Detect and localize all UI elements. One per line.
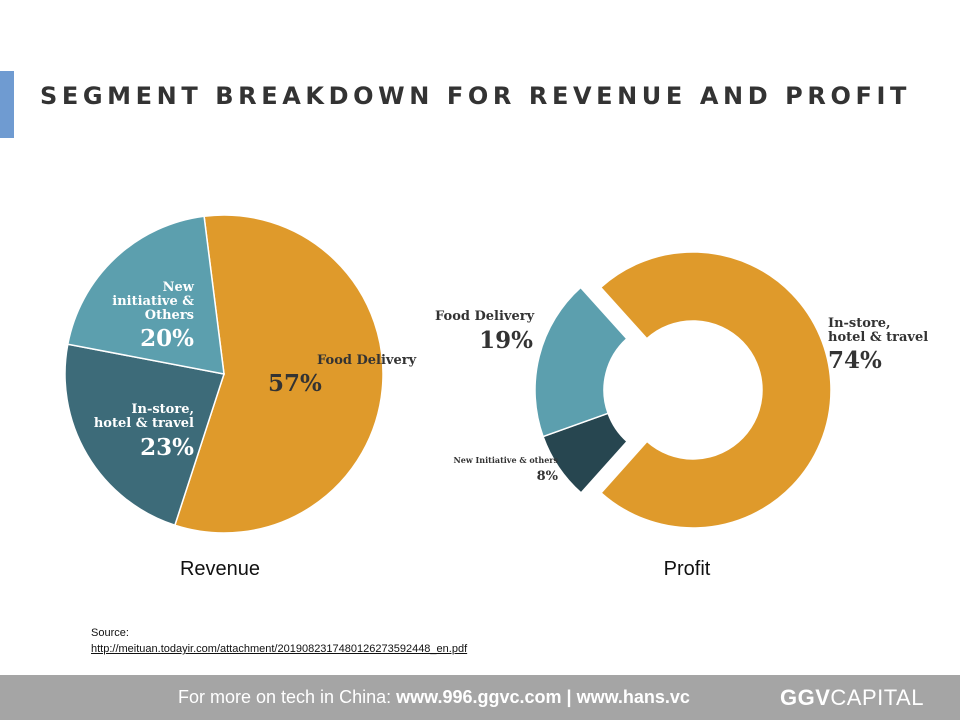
revenue-in-store-value: 23% <box>140 434 194 461</box>
brand-bold: GGV <box>780 685 831 710</box>
profit-chart-caption: Profit <box>663 558 711 580</box>
profit-food-delivery-label: Food Delivery <box>435 309 535 324</box>
revenue-food-delivery-label: Food Delivery <box>317 353 417 368</box>
profit-in-store-value: 74% <box>828 347 882 374</box>
revenue-new-initiative-label-line3: Others <box>145 308 194 323</box>
revenue-pie-slice-in-store-hotel-travel <box>64 343 225 527</box>
footer-separator: | <box>561 687 577 707</box>
accent-bar <box>0 71 14 138</box>
brand-regular: CAPITAL <box>830 685 924 710</box>
revenue-chart-caption: Revenue <box>179 558 261 580</box>
revenue-new-initiative-label-line1: New <box>163 280 195 295</box>
revenue-in-store-label-line2: hotel & travel <box>94 416 194 431</box>
revenue-new-initiative-label-line2: initiative & <box>112 294 194 309</box>
footer-link-996[interactable]: www.996.ggvc.com <box>396 687 562 707</box>
revenue-pie-slice-food-delivery <box>173 214 384 534</box>
profit-in-store-label-line2: hotel & travel <box>828 330 928 345</box>
footer-link-hans[interactable]: www.hans.vc <box>576 687 690 707</box>
profit-donut-slice-in-store-hotel-travel <box>599 251 832 529</box>
revenue-food-delivery-value: 57% <box>268 370 322 397</box>
profit-new-initiative-value: 8% <box>537 469 559 484</box>
source-label: Source: <box>91 627 129 639</box>
source-note: Source: http://meituan.todayir.com/attac… <box>91 625 467 657</box>
footer-text: For more on tech in China: www.996.ggvc.… <box>178 687 690 708</box>
footer-bar: For more on tech in China: www.996.ggvc.… <box>0 675 960 720</box>
revenue-pie-chart <box>64 214 384 534</box>
profit-in-store-label-line1: In-store, <box>828 316 891 331</box>
footer-prefix: For more on tech in China: <box>178 687 397 707</box>
profit-new-initiative-label: New Initiative & others <box>453 455 558 465</box>
revenue-pie-slice-new-initiative-others <box>66 215 225 375</box>
revenue-new-initiative-value: 20% <box>140 325 194 352</box>
page-title: SEGMENT BREAKDOWN FOR REVENUE AND PROFIT <box>40 82 911 110</box>
ggv-capital-logo: GGVCAPITAL <box>780 685 924 711</box>
profit-donut-chart <box>534 251 832 529</box>
profit-donut-slice-food-delivery <box>534 286 628 438</box>
revenue-in-store-label-line1: In-store, <box>131 402 194 417</box>
profit-food-delivery-value: 19% <box>479 327 533 354</box>
source-link[interactable]: http://meituan.todayir.com/attachment/20… <box>91 643 468 655</box>
